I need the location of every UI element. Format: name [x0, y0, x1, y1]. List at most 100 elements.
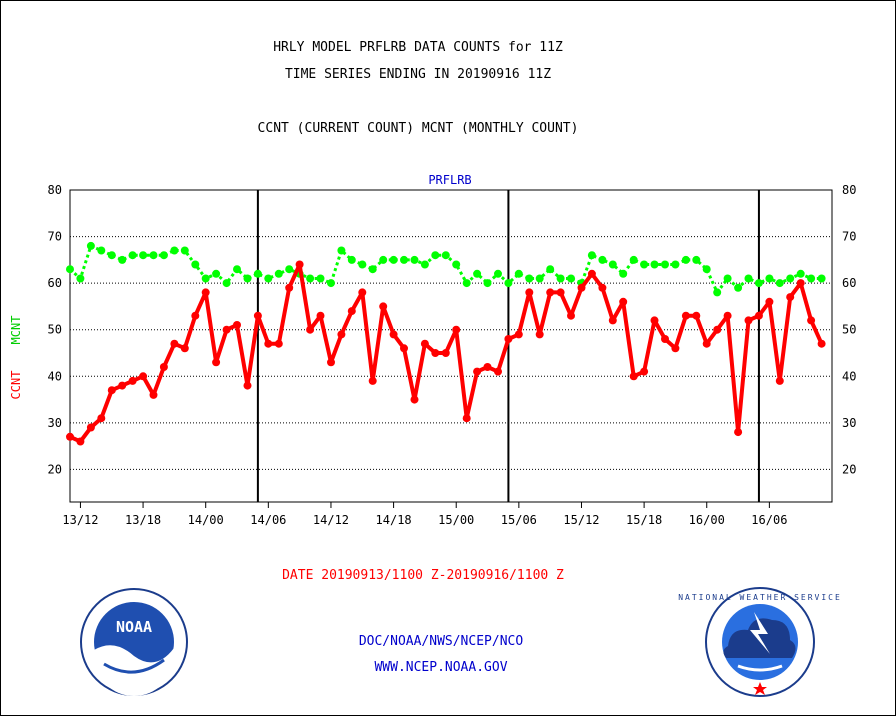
y-tick-label-right: 80 [842, 183, 856, 197]
data-point-ccnt [285, 283, 294, 292]
data-point-ccnt [180, 344, 189, 353]
data-point-ccnt [149, 390, 158, 399]
data-point-mcnt [170, 246, 179, 255]
data-point-mcnt [681, 255, 690, 264]
data-point-mcnt [327, 279, 335, 288]
data-point-ccnt [76, 437, 85, 446]
data-point-ccnt [556, 288, 565, 297]
data-point-mcnt [222, 279, 231, 288]
data-point-mcnt [567, 274, 575, 283]
x-tick-label: 15/06 [501, 513, 537, 527]
data-point-ccnt [139, 372, 148, 381]
data-point-mcnt [754, 279, 763, 288]
data-point-ccnt [316, 311, 325, 320]
data-point-mcnt [316, 274, 325, 283]
data-point-ccnt [817, 339, 826, 348]
axis-layer: 20 20 30 30 40 40 50 50 60 60 70 70 80 80 13/12 13/18 14… [48, 183, 857, 527]
data-point-ccnt [598, 283, 607, 292]
data-point-ccnt [608, 316, 617, 325]
data-point-ccnt [452, 325, 461, 334]
title-line-3: CCNT (CURRENT COUNT) MCNT (MONTHLY COUNT… [258, 121, 579, 136]
data-point-ccnt [462, 414, 471, 423]
data-point-ccnt [306, 325, 315, 334]
y-tick-label-left: 40 [48, 369, 62, 383]
data-point-ccnt [494, 367, 502, 376]
footer-url: WWW.NCEP.NOAA.GOV [374, 660, 507, 675]
data-point-ccnt [671, 344, 680, 353]
data-point-ccnt [619, 297, 628, 306]
title-line-2: TIME SERIES ENDING IN 20190916 11Z [285, 67, 551, 82]
data-point-mcnt [212, 269, 221, 278]
data-point-ccnt [337, 330, 346, 339]
data-point-mcnt [462, 279, 471, 288]
data-point-ccnt [431, 349, 440, 357]
data-point-ccnt [212, 358, 221, 367]
data-point-ccnt [483, 363, 492, 371]
x-axis-date-label: DATE 20190913/1100 Z-20190916/1100 Z [282, 568, 564, 583]
data-point-ccnt [379, 302, 388, 311]
data-point-ccnt [295, 260, 304, 269]
nws-logo: NATIONAL WEATHER SERVICE [678, 587, 840, 697]
data-point-ccnt [441, 349, 450, 357]
x-tick-label: 15/00 [438, 513, 474, 527]
data-point-mcnt [692, 255, 701, 264]
data-point-mcnt [243, 274, 252, 283]
data-point-ccnt [567, 311, 575, 320]
data-point-ccnt [410, 395, 419, 404]
y-tick-label-right: 70 [842, 230, 856, 244]
data-point-mcnt [504, 279, 513, 288]
data-point-ccnt [253, 311, 262, 320]
data-point-mcnt [619, 269, 628, 278]
x-tick-label: 14/12 [313, 513, 349, 527]
x-tick-label: 16/00 [689, 513, 725, 527]
x-tick-label: 14/06 [250, 513, 286, 527]
data-point-ccnt [191, 311, 200, 320]
data-point-mcnt [650, 260, 659, 269]
plot-area [69, 189, 833, 503]
data-point-mcnt [379, 255, 388, 264]
data-point-ccnt [650, 316, 659, 325]
data-point-ccnt [358, 288, 367, 297]
title-line-1: HRLY MODEL PRFLRB DATA COUNTS for 11Z [273, 40, 563, 55]
star-icon [753, 682, 767, 695]
data-point-mcnt [640, 260, 649, 269]
data-point-mcnt [97, 246, 106, 255]
data-point-mcnt [274, 269, 283, 278]
data-point-ccnt [525, 288, 534, 297]
data-point-mcnt [180, 246, 189, 255]
data-point-mcnt [347, 255, 356, 264]
data-point-mcnt [86, 241, 95, 250]
data-point-ccnt [389, 330, 398, 339]
data-point-mcnt [201, 274, 210, 283]
data-point-mcnt [817, 274, 826, 283]
y-tick-label-right: 50 [842, 323, 856, 337]
data-point-mcnt [796, 269, 805, 278]
data-point-ccnt [744, 316, 753, 325]
data-point-mcnt [368, 265, 377, 274]
y-axis-label-ccnt: CCNT [9, 371, 23, 400]
data-point-ccnt [274, 339, 283, 348]
data-point-ccnt [681, 311, 690, 320]
data-point-ccnt [107, 386, 116, 395]
x-tick-label: 13/18 [125, 513, 161, 527]
x-tick-label: 13/12 [62, 513, 98, 527]
data-point-mcnt [556, 274, 565, 283]
data-point-mcnt [807, 274, 816, 283]
data-point-ccnt [420, 339, 429, 348]
data-point-ccnt [66, 432, 74, 441]
data-point-mcnt [389, 255, 398, 264]
data-point-mcnt [723, 274, 732, 283]
data-point-mcnt [452, 260, 461, 269]
data-point-ccnt [473, 367, 482, 376]
data-point-mcnt [775, 279, 784, 288]
data-point-ccnt [765, 297, 774, 306]
data-point-mcnt [149, 251, 158, 260]
data-point-mcnt [233, 265, 241, 274]
data-point-ccnt [546, 288, 555, 297]
data-point-ccnt [754, 311, 763, 320]
data-point-ccnt [128, 376, 137, 385]
data-point-ccnt [734, 428, 743, 437]
data-point-mcnt [159, 251, 168, 260]
data-point-ccnt [723, 311, 732, 320]
data-point-mcnt [744, 274, 753, 283]
